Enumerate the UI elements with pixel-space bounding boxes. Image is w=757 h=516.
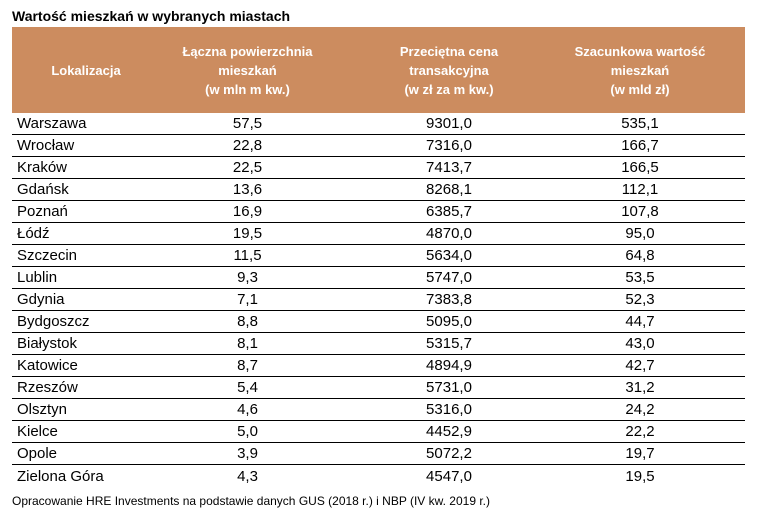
cell-value: 19,5 xyxy=(625,467,655,485)
page-title: Wartość mieszkań w wybranych miastach xyxy=(12,8,291,24)
cell-value: 166,7 xyxy=(621,137,659,154)
cell-price: 6385,7 xyxy=(426,203,472,220)
cell-value: 112,1 xyxy=(621,181,659,198)
cell-area: 5,4 xyxy=(237,379,258,396)
cell-price: 5072,2 xyxy=(426,445,472,462)
header-cell-cena: Przeciętna cena transakcyjna (w zł za m … xyxy=(399,43,499,97)
table-row: Olsztyn 4,6 5316,0 24,2 xyxy=(12,399,745,421)
header-cell-wartosc: Szacunkowa wartość mieszkań (w mld zł) xyxy=(574,43,706,97)
table-row: Białystok 8,1 5315,7 43,0 xyxy=(12,333,745,355)
cell-value: 43,0 xyxy=(625,335,655,352)
table-body: Warszawa 57,5 9301,0 535,1 Wrocław 22,8 … xyxy=(12,113,745,487)
cell-city: Gdynia xyxy=(17,291,65,308)
cell-city: Rzeszów xyxy=(17,379,78,396)
table-row: Zielona Góra 4,3 4547,0 19,5 xyxy=(12,465,745,487)
cell-city: Zielona Góra xyxy=(17,467,104,485)
cell-area: 5,0 xyxy=(237,423,258,440)
cell-area: 22,5 xyxy=(232,159,263,176)
cell-price: 7413,7 xyxy=(426,159,472,176)
cell-value: 44,7 xyxy=(625,313,655,330)
cell-value: 53,5 xyxy=(625,269,655,286)
cell-value: 107,8 xyxy=(621,203,659,220)
table-header-row: Lokalizacja Łączna powierzchnia mieszkań… xyxy=(12,27,745,113)
cell-value: 24,2 xyxy=(625,401,655,418)
table-row: Łódź 19,5 4870,0 95,0 xyxy=(12,223,745,245)
source-note: Opracowanie HRE Investments na podstawie… xyxy=(12,494,491,508)
cell-area: 9,3 xyxy=(237,269,258,286)
cell-price: 4894,9 xyxy=(426,357,472,374)
cell-price: 4870,0 xyxy=(426,225,472,242)
cell-area: 4,3 xyxy=(237,467,258,485)
cell-price: 5747,0 xyxy=(426,269,472,286)
cell-city: Olsztyn xyxy=(17,401,68,418)
cell-city: Poznań xyxy=(17,203,68,220)
cell-value: 166,5 xyxy=(621,159,659,176)
cell-area: 8,1 xyxy=(237,335,258,352)
table-row: Szczecin 11,5 5634,0 64,8 xyxy=(12,245,745,267)
cell-area: 4,6 xyxy=(237,401,258,418)
cell-price: 8268,1 xyxy=(426,181,472,198)
cell-city: Opole xyxy=(17,445,58,462)
cell-area: 8,7 xyxy=(237,357,258,374)
cell-city: Kielce xyxy=(17,423,58,440)
cell-value: 19,7 xyxy=(625,445,655,462)
table-row: Gdynia 7,1 7383,8 52,3 xyxy=(12,289,745,311)
table-row: Warszawa 57,5 9301,0 535,1 xyxy=(12,113,745,135)
cell-city: Katowice xyxy=(17,357,78,374)
cell-value: 31,2 xyxy=(625,379,655,396)
cell-price: 4452,9 xyxy=(426,423,472,440)
cell-value: 64,8 xyxy=(625,247,655,264)
cell-price: 9301,0 xyxy=(426,115,472,132)
cell-value: 22,2 xyxy=(625,423,655,440)
cell-area: 7,1 xyxy=(237,291,258,308)
cell-price: 7383,8 xyxy=(426,291,472,308)
cell-value: 95,0 xyxy=(625,225,655,242)
table-row: Bydgoszcz 8,8 5095,0 44,7 xyxy=(12,311,745,333)
cell-price: 5095,0 xyxy=(426,313,472,330)
cell-area: 19,5 xyxy=(232,225,263,242)
table-row: Katowice 8,7 4894,9 42,7 xyxy=(12,355,745,377)
cell-value: 42,7 xyxy=(625,357,655,374)
table-row: Lublin 9,3 5747,0 53,5 xyxy=(12,267,745,289)
cell-city: Gdańsk xyxy=(17,181,69,198)
cell-city: Bydgoszcz xyxy=(17,313,90,330)
table-row: Wrocław 22,8 7316,0 166,7 xyxy=(12,135,745,157)
cell-city: Szczecin xyxy=(17,247,78,264)
cell-area: 3,9 xyxy=(237,445,258,462)
cell-area: 11,5 xyxy=(233,247,262,264)
cell-city: Kraków xyxy=(17,159,68,176)
cell-city: Warszawa xyxy=(17,115,87,132)
data-table: Lokalizacja Łączna powierzchnia mieszkań… xyxy=(12,27,745,487)
cell-city: Lublin xyxy=(17,269,58,286)
cell-area: 57,5 xyxy=(232,115,263,132)
cell-price: 7316,0 xyxy=(426,137,472,154)
table-row: Opole 3,9 5072,2 19,7 xyxy=(12,443,745,465)
cell-area: 16,9 xyxy=(232,203,263,220)
cell-area: 13,6 xyxy=(232,181,263,198)
table-row: Kraków 22,5 7413,7 166,5 xyxy=(12,157,745,179)
header-cell-lokalizacja: Lokalizacja xyxy=(51,62,121,78)
cell-city: Wrocław xyxy=(17,137,75,154)
cell-city: Łódź xyxy=(17,225,50,242)
header-cell-powierzchnia: Łączna powierzchnia mieszkań (w mln m kw… xyxy=(182,43,313,97)
table-row: Gdańsk 13,6 8268,1 112,1 xyxy=(12,179,745,201)
cell-city: Białystok xyxy=(17,335,78,352)
table-row: Poznań 16,9 6385,7 107,8 xyxy=(12,201,745,223)
cell-value: 52,3 xyxy=(625,291,655,308)
cell-area: 22,8 xyxy=(232,137,263,154)
table-row: Rzeszów 5,4 5731,0 31,2 xyxy=(12,377,745,399)
cell-area: 8,8 xyxy=(237,313,258,330)
cell-value: 535,1 xyxy=(621,115,659,132)
cell-price: 5731,0 xyxy=(426,379,472,396)
cell-price: 4547,0 xyxy=(426,467,472,485)
cell-price: 5315,7 xyxy=(426,335,472,352)
table-row: Kielce 5,0 4452,9 22,2 xyxy=(12,421,745,443)
cell-price: 5316,0 xyxy=(426,401,472,418)
cell-price: 5634,0 xyxy=(426,247,472,264)
